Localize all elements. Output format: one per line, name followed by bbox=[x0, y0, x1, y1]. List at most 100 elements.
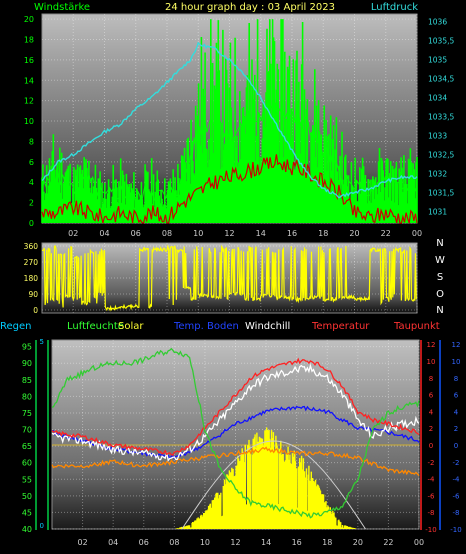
panel3-humidity-tick-label: 95 bbox=[22, 343, 32, 352]
legend-temp-boden: Temp. Boden bbox=[173, 321, 239, 332]
panel3-humidity-tick-label: 80 bbox=[22, 392, 32, 401]
wind-min-line bbox=[41, 154, 418, 224]
panel2-compass-label: N bbox=[436, 305, 443, 316]
panel1-x-tick-label: 12 bbox=[224, 229, 234, 238]
panel2-compass-label: O bbox=[436, 289, 444, 300]
panel1-series bbox=[41, 19, 418, 224]
graph-title: 24 hour graph day : 03 April 2023 bbox=[165, 2, 335, 13]
panel1-right-tick-label: 1035,5 bbox=[428, 37, 454, 46]
panel3-x-tick-label: 08 bbox=[169, 538, 179, 547]
panel1-x-tick-label: 00 bbox=[412, 229, 422, 238]
panel3-x-tick-label: 14 bbox=[261, 538, 271, 547]
legend-regen: Regen bbox=[0, 321, 32, 332]
humidity-line bbox=[51, 347, 420, 519]
panel1-left-tick-label: 18 bbox=[24, 35, 34, 44]
panel1-left-tick-label: 10 bbox=[24, 117, 34, 126]
panel1-left-tick-label: 2 bbox=[29, 199, 34, 208]
header-right-label: Luftdruck bbox=[371, 2, 418, 13]
legend-solar: Solar bbox=[118, 321, 144, 332]
legend-luftfeuchte: Luftfeuchte bbox=[67, 321, 124, 332]
panel2-left-tick-label: 90 bbox=[28, 290, 38, 299]
wind-speed-line bbox=[41, 99, 418, 204]
panel3-temp-tick-label: -8 bbox=[428, 509, 435, 517]
panel3-x-tick-label: 10 bbox=[200, 538, 210, 547]
panel3-x-tick-label: 22 bbox=[383, 538, 393, 547]
panel2-left-tick-label: 180 bbox=[24, 274, 39, 283]
panel1-x-tick-label: 20 bbox=[349, 229, 359, 238]
panel3-soil-tick-label: -8 bbox=[453, 509, 460, 517]
panel2-left-tick-label: 0 bbox=[33, 306, 38, 315]
panel3-soil-tick-label: 8 bbox=[454, 375, 458, 383]
panel1-left-tick-label: 6 bbox=[29, 158, 34, 167]
panel1-left-tick-label: 12 bbox=[24, 97, 34, 106]
panel3-rain-tick-label: 5 bbox=[40, 338, 44, 346]
legend-row: Regen Luftfeuchte Solar Temp. Boden Wind… bbox=[0, 321, 440, 332]
panel3-temp-tick-label: -10 bbox=[425, 526, 436, 534]
panel1-left-tick-label: 4 bbox=[29, 178, 34, 187]
temperature-line bbox=[51, 357, 420, 457]
panel3-temp-tick-label: 0 bbox=[429, 442, 433, 450]
panel3-temp-tick-label: -4 bbox=[428, 476, 436, 484]
panel3-soil-tick-label: 10 bbox=[452, 358, 461, 366]
panel3-x-tick-label: 04 bbox=[108, 538, 118, 547]
panel3-series bbox=[51, 347, 420, 519]
panel3-humidity-tick-label: 55 bbox=[22, 475, 32, 484]
panel3-x-tick-label: 20 bbox=[353, 538, 363, 547]
panel1-left-axis: 0 2 4 6 8 10 12 14 16 18 20 bbox=[24, 15, 34, 228]
panel3-temp-tick-label: 4 bbox=[429, 408, 434, 416]
panel3-soil-tick-label: 0 bbox=[454, 442, 458, 450]
panel3-x-tick-label: 00 bbox=[414, 538, 424, 547]
panel3-humidity-tick-label: 90 bbox=[22, 359, 32, 368]
panel2-compass-label: W bbox=[435, 255, 445, 266]
panel3-x-tick-label: 02 bbox=[77, 538, 87, 547]
panel1-left-tick-label: 16 bbox=[24, 56, 34, 65]
panel1-right-tick-label: 1033,5 bbox=[428, 113, 454, 122]
panel1-x-tick-label: 10 bbox=[193, 229, 203, 238]
panel1-right-tick-label: 1033 bbox=[428, 132, 447, 141]
panel3-humidity-tick-label: 65 bbox=[22, 442, 32, 451]
panel1-x-tick-label: 06 bbox=[131, 229, 141, 238]
panel2-left-axis: 0 90 180 270 360 bbox=[24, 242, 39, 315]
panel3-humidity-axis: 40 45 50 55 60 65 70 75 80 85 90 95 bbox=[22, 343, 32, 534]
panel3-soil-tick-label: 2 bbox=[454, 425, 458, 433]
panel3-temp-tick-label: 10 bbox=[427, 358, 436, 366]
panel3-humidity-tick-label: 50 bbox=[22, 492, 32, 501]
panel1-right-tick-label: 1032 bbox=[428, 170, 447, 179]
panel1-right-tick-label: 1032,5 bbox=[428, 151, 454, 160]
panel3-x-tick-label: 12 bbox=[230, 538, 240, 547]
panel1-right-tick-label: 1034 bbox=[428, 94, 447, 103]
panel1-x-tick-label: 02 bbox=[68, 229, 78, 238]
dewpoint-line bbox=[51, 446, 420, 477]
panel3-humidity-tick-label: 45 bbox=[22, 508, 32, 517]
panel3-x-axis: 02 04 06 08 10 12 14 16 18 20 22 00 bbox=[77, 538, 424, 547]
panel3-x-tick-label: 18 bbox=[322, 538, 332, 547]
panel3-solar-series bbox=[175, 427, 366, 530]
panel3-temp-tick-label: 2 bbox=[429, 425, 433, 433]
panel2-compass-label: N bbox=[436, 238, 443, 249]
panel1-right-tick-label: 1036 bbox=[428, 18, 447, 27]
panel2-series bbox=[42, 244, 417, 312]
panel1-right-axis: 1031 1031,5 1032 1032,5 1033 1033,5 1034 1034,5… bbox=[428, 18, 454, 217]
panel1-x-axis: 02 04 06 08 10 12 14 16 18 20 22 00 bbox=[68, 229, 422, 238]
panel2-compass-label: S bbox=[437, 272, 443, 283]
legend-taupunkt: Taupunkt bbox=[393, 321, 440, 332]
panel3-soil-tick-label: -2 bbox=[453, 459, 460, 467]
panel3-x-tick-label: 16 bbox=[292, 538, 302, 547]
panel3-x-tick-label: 06 bbox=[139, 538, 149, 547]
panel1-right-tick-label: 1035 bbox=[428, 56, 447, 65]
panel3-humidity-tick-label: 85 bbox=[22, 376, 32, 385]
windchill-line bbox=[51, 363, 420, 462]
panel3-temp-tick-label: -6 bbox=[428, 492, 436, 500]
panel2-left-tick-label: 360 bbox=[24, 242, 39, 251]
legend-windchill: Windchill bbox=[245, 321, 290, 332]
panel1-right-tick-label: 1031 bbox=[428, 208, 447, 217]
legend-temperatur: Temperatur bbox=[311, 321, 370, 332]
panel1-x-tick-label: 22 bbox=[381, 229, 391, 238]
panel1-right-tick-label: 1034,5 bbox=[428, 75, 454, 84]
wind-direction-line bbox=[42, 244, 417, 312]
panel3-temp-tick-label: -2 bbox=[428, 459, 435, 467]
